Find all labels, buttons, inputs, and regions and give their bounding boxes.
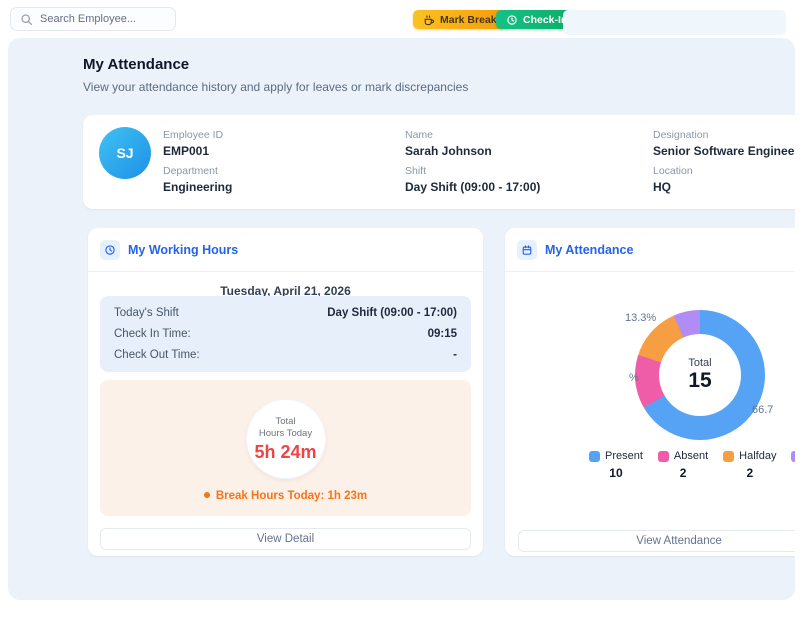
shift-info-box: Today's Shift Day Shift (09:00 - 17:00) … xyxy=(100,296,471,372)
employee-field-shift: Shift Day Shift (09:00 - 17:00) xyxy=(405,165,541,194)
other-swatch xyxy=(791,450,795,462)
search-input[interactable] xyxy=(40,13,166,25)
legend-item-other[interactable]: C 1 xyxy=(791,450,795,480)
mark-break-button[interactable]: Mark Break xyxy=(413,10,507,29)
search-employee-box[interactable] xyxy=(10,7,176,31)
legend-item-present[interactable]: Present 10 xyxy=(589,450,643,480)
absent-swatch xyxy=(657,450,669,462)
avatar: SJ xyxy=(99,127,151,179)
present-swatch xyxy=(589,450,600,462)
break-dot-icon xyxy=(203,492,210,498)
total-count: 15 xyxy=(688,369,712,392)
working-hours-card: My Working Hours Tuesday, April 21, 2026… xyxy=(88,228,483,556)
mark-break-label: Mark Break xyxy=(440,13,497,26)
slice-label-present: 66.7 xyxy=(752,404,774,416)
employee-field-designation: Designation Senior Software Engineer xyxy=(653,129,795,158)
total-hours-value: 5h 24m xyxy=(254,441,317,462)
attendance-card: My Attendance Total 15 13.3% % 66.7 Pres… xyxy=(505,228,795,556)
page-subtitle: View your attendance history and apply f… xyxy=(83,80,469,94)
total-hours-circle: Total Hours Today 5h 24m xyxy=(246,400,325,478)
search-icon xyxy=(21,13,33,25)
check-out-time-row: Check Out Time: - xyxy=(114,349,457,361)
employee-summary-card: SJ Employee ID EMP001 Department Enginee… xyxy=(83,115,795,209)
employee-field-id: Employee ID EMP001 xyxy=(163,129,224,158)
coffee-icon xyxy=(424,15,434,25)
clock-icon xyxy=(100,239,120,260)
slice-label-absent: % xyxy=(629,372,639,384)
calendar-icon xyxy=(517,239,537,260)
legend-item-halfday[interactable]: Halfday 2 xyxy=(723,450,776,480)
working-hours-title: My Working Hours xyxy=(128,242,239,257)
attendance-donut-chart[interactable]: Total 15 xyxy=(635,310,765,440)
clock-icon xyxy=(507,14,517,25)
halfday-swatch xyxy=(723,450,735,462)
page-title: My Attendance xyxy=(83,56,190,73)
main-content-panel: My Attendance View your attendance histo… xyxy=(8,38,795,600)
break-hours-text: Break Hours Today: 1h 23m xyxy=(100,490,471,502)
slice-label-halfday: 13.3% xyxy=(625,312,657,324)
view-detail-button[interactable]: View Detail xyxy=(100,528,471,550)
legend-item-absent[interactable]: Absent 2 xyxy=(657,450,708,480)
employee-field-location: Location HQ xyxy=(653,165,693,194)
current-date: Tuesday, April 21, 2026 xyxy=(220,284,351,298)
check-in-time-row: Check In Time: 09:15 xyxy=(114,328,457,340)
working-hours-header: My Working Hours xyxy=(88,228,483,272)
total-hours-box: Total Hours Today 5h 24m Break Hours Tod… xyxy=(100,380,471,516)
topbar-right-panel xyxy=(563,10,786,35)
attendance-header: My Attendance xyxy=(505,228,795,272)
todays-shift-row: Today's Shift Day Shift (09:00 - 17:00) xyxy=(114,307,457,319)
attendance-title: My Attendance xyxy=(545,242,634,257)
check-in-label: Check-In xyxy=(523,13,568,26)
employee-field-department: Department Engineering xyxy=(163,165,233,194)
donut-center: Total 15 xyxy=(659,334,741,416)
check-in-button[interactable]: Check-In xyxy=(496,10,578,29)
view-attendance-button[interactable]: View Attendance xyxy=(518,530,795,552)
employee-field-name: Name Sarah Johnson xyxy=(405,129,492,158)
chart-legend: Present 10 Absent 2 Halfday 2 C 1 xyxy=(589,450,795,480)
